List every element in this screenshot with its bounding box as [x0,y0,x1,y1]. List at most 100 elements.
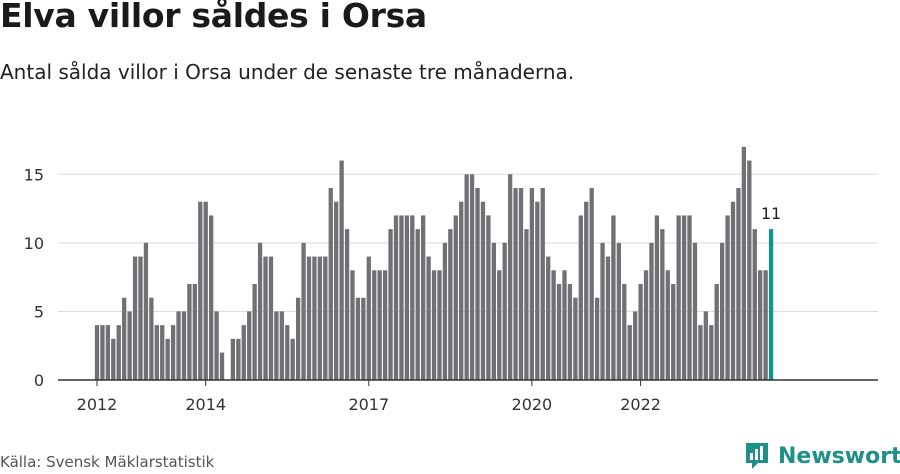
chart-title: Elva villor såldes i Orsa [0,0,427,35]
bar [192,284,197,380]
bar [247,311,252,380]
bars [94,146,774,380]
bar [203,201,208,380]
bar [747,160,752,380]
bar [160,325,165,380]
bar [388,229,393,380]
bar [464,174,469,380]
bar [497,270,502,380]
bar [475,188,480,380]
bar [361,297,366,380]
bar [758,270,763,380]
bar [334,201,339,380]
bar [176,311,181,380]
bar [236,338,241,380]
bar [263,256,268,380]
bar [241,325,246,380]
bar [431,270,437,380]
x-tick-label: 2012 [77,395,118,414]
bar [681,215,687,380]
bar [469,174,475,380]
bar [274,311,279,380]
bar [410,215,415,380]
bar [290,338,295,380]
y-tick-label: 5 [34,302,44,321]
bar [605,256,611,380]
bar [127,311,132,380]
bar [643,270,649,380]
bar [100,325,105,380]
bar [594,297,600,380]
bar [165,338,170,380]
chart-subtitle: Antal sålda villor i Orsa under de senas… [0,60,575,84]
bar [730,201,736,380]
bar [372,270,377,380]
bar [323,256,328,380]
bar [633,311,638,380]
bar [198,201,203,380]
y-tick-label: 15 [24,165,44,184]
x-tick-label: 2017 [348,395,389,414]
bar [122,297,127,380]
source-note: Källa: Svensk Mäklarstatistik [0,453,215,471]
bar [355,297,361,380]
axes: 0 5 10 15 11 2012 2014 2017 2020 2022 [24,165,878,414]
bar [257,242,263,380]
bar [665,270,670,380]
bar [616,242,622,380]
bar [687,215,692,380]
bar [627,325,632,380]
bar [442,242,448,380]
bar [209,215,214,380]
bar [143,242,149,380]
bar [752,229,757,380]
bar [676,215,681,380]
bar [589,188,594,380]
bar [535,201,540,380]
bar [181,311,187,380]
y-tick-label: 10 [24,234,44,253]
bar [279,311,284,380]
bar [709,325,714,380]
bar [600,242,605,380]
bar [170,325,176,380]
bar [350,270,355,380]
bar [312,256,317,380]
bar [491,242,496,380]
bar-highlight [768,229,774,380]
data-label: 11 [761,204,781,223]
bar [584,201,589,380]
bar [540,188,545,380]
bar [111,338,116,380]
bar [377,270,382,380]
bar [448,229,453,380]
x-tick-label: 2020 [512,395,553,414]
bar [573,297,578,380]
bar [132,256,138,380]
bar [551,270,556,380]
bar [421,215,426,380]
bar [714,284,719,380]
bar [306,256,312,380]
bar [502,242,507,380]
bar [328,188,333,380]
bar [518,188,524,380]
bar [622,284,627,380]
bar [649,242,654,380]
bar [480,201,486,380]
bar [214,311,219,380]
bar [393,215,399,380]
bar [268,256,274,380]
bar [285,325,290,380]
y-tick-label: 0 [34,371,44,390]
bar [660,229,665,380]
bar [578,215,583,380]
bar [252,284,257,380]
bar [638,284,643,380]
bar [546,256,551,380]
newsworthy-logo-icon [746,443,768,469]
bar [426,256,431,380]
bar [116,325,121,380]
bar [719,242,725,380]
